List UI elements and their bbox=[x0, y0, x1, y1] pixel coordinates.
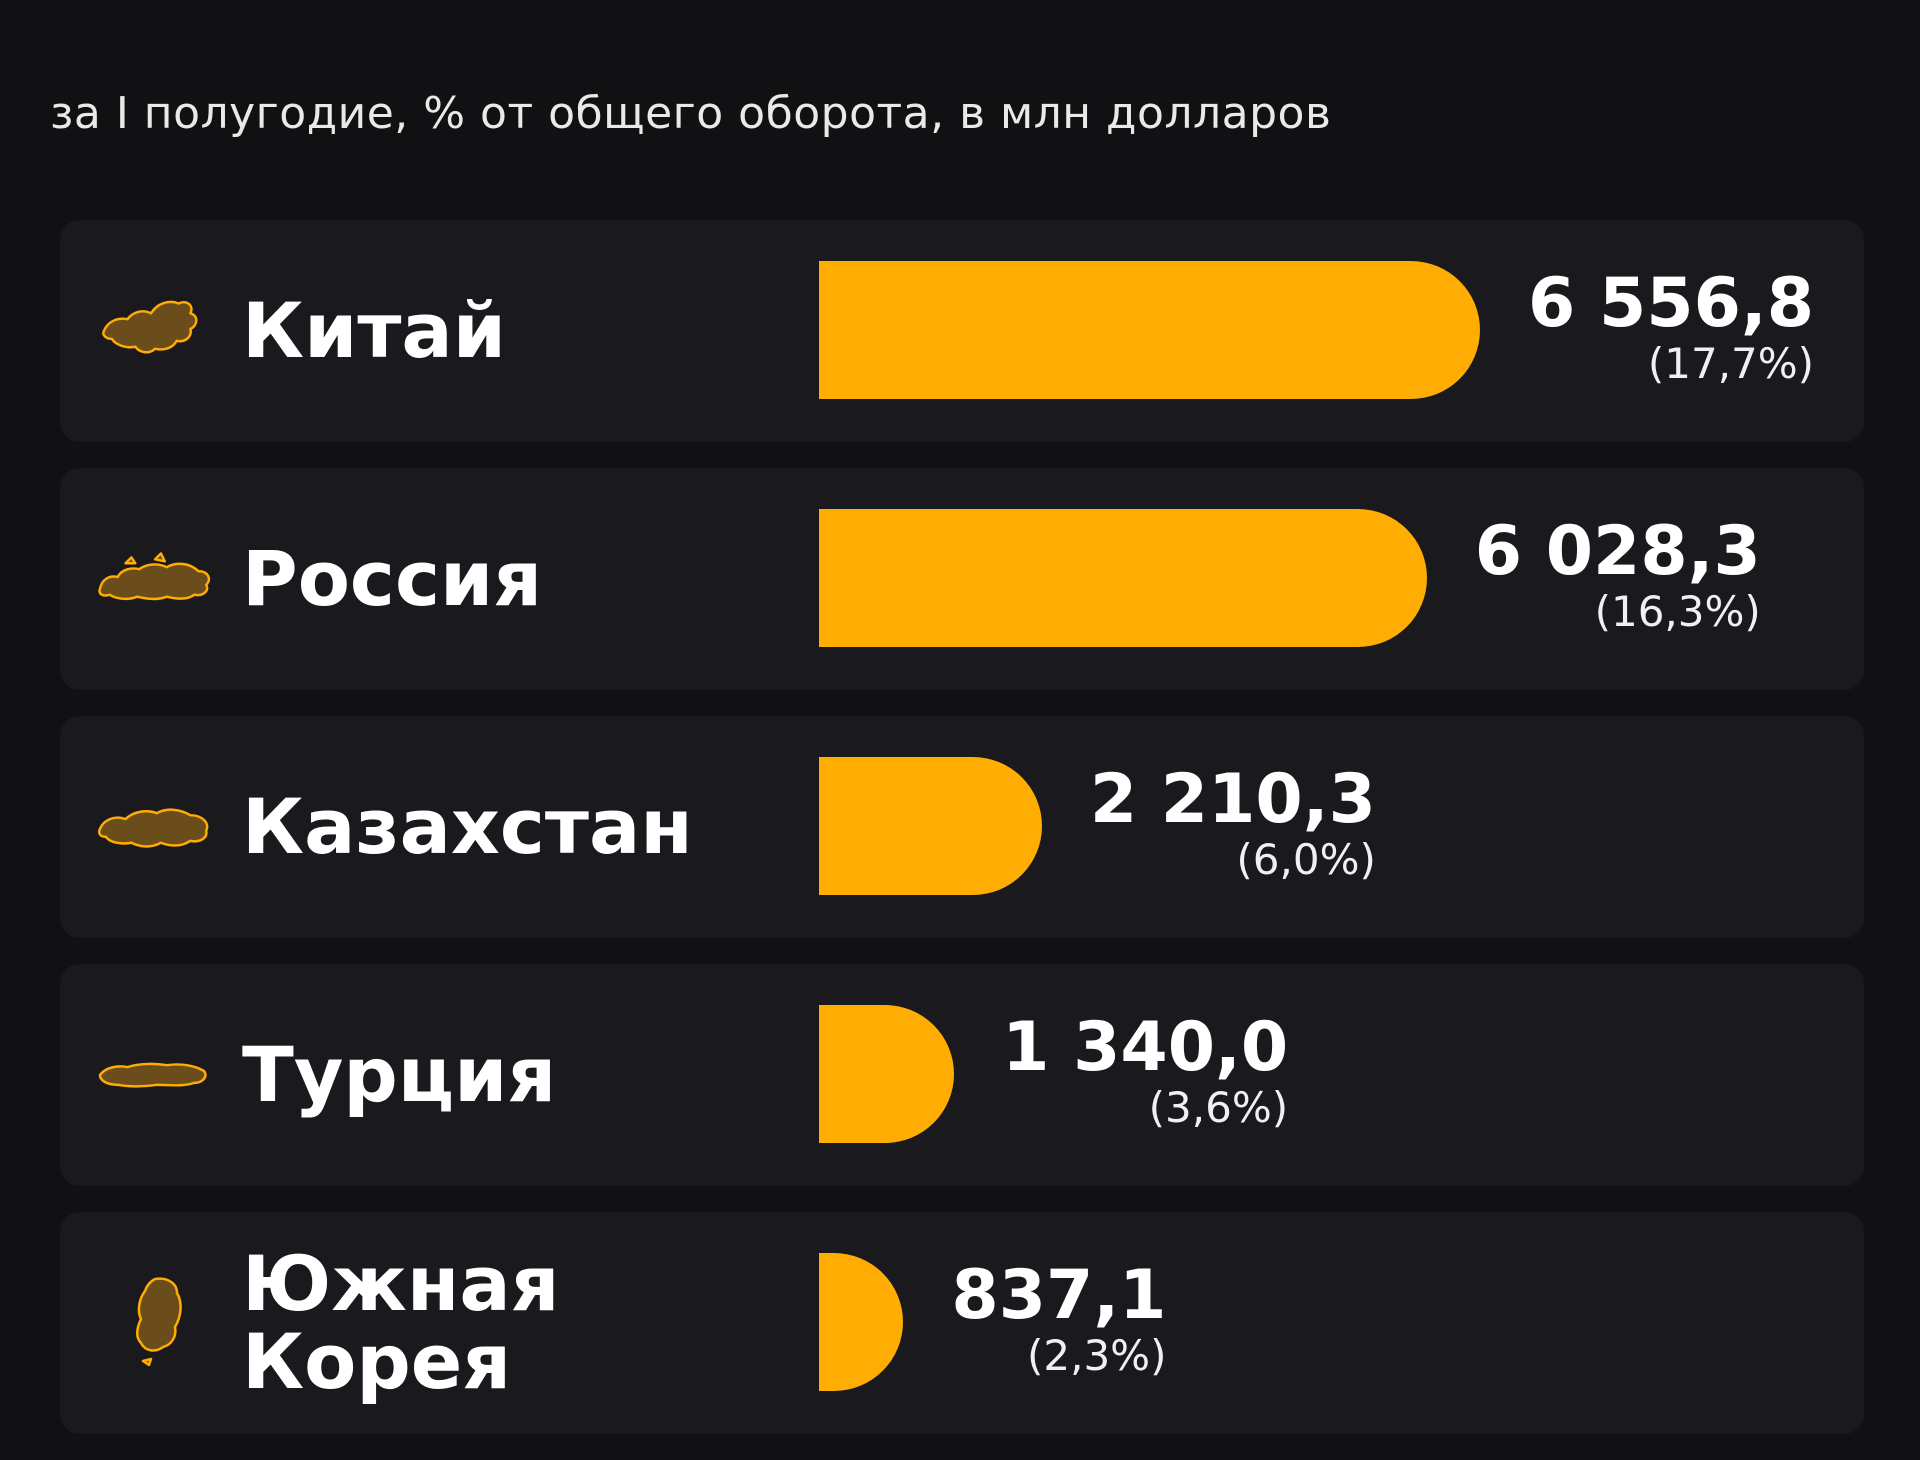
turkey-map-icon bbox=[96, 964, 214, 1186]
data-label: 1 340,0 (3,6%) bbox=[1002, 1012, 1288, 1132]
bar bbox=[819, 261, 1480, 399]
category-label: Турция bbox=[242, 1030, 557, 1119]
value-label: 2 210,3 bbox=[1089, 760, 1376, 839]
bar bbox=[819, 1253, 904, 1391]
category-label: Казахстан bbox=[242, 782, 693, 871]
bar-row: Россия 6 028,3 (16,3%) bbox=[60, 468, 1864, 690]
data-label: 6 028,3 (16,3%) bbox=[1475, 516, 1761, 636]
bar bbox=[819, 757, 1042, 895]
percent-label: (17,7%) bbox=[1647, 339, 1815, 388]
value-label: 837,1 bbox=[951, 1256, 1167, 1335]
south-korea-map-icon bbox=[96, 1212, 214, 1434]
percent-label: (2,3%) bbox=[1026, 1331, 1167, 1380]
kazakhstan-map-icon bbox=[96, 716, 214, 938]
bar bbox=[819, 509, 1427, 647]
data-label: 837,1 (2,3%) bbox=[951, 1260, 1166, 1380]
bar-row: Казахстан 2 210,3 (6,0%) bbox=[60, 716, 1864, 938]
data-label: 6 556,8 (17,7%) bbox=[1528, 268, 1814, 388]
value-label: 6 028,3 bbox=[1474, 512, 1761, 591]
percent-label: (16,3%) bbox=[1594, 587, 1761, 636]
percent-label: (6,0%) bbox=[1236, 835, 1376, 884]
value-label: 6 556,8 bbox=[1528, 264, 1815, 343]
bar bbox=[819, 1005, 955, 1143]
bar-row: Южная Корея 837,1 (2,3%) bbox=[60, 1212, 1864, 1434]
bar-chart: Китай 6 556,8 (17,7%) Россия 6 028,3 (16,3%) К… bbox=[60, 220, 1864, 1460]
china-map-icon bbox=[96, 220, 214, 442]
percent-label: (3,6%) bbox=[1148, 1083, 1289, 1132]
value-label: 1 340,0 bbox=[1002, 1008, 1289, 1087]
category-label: Китай bbox=[242, 286, 506, 375]
chart-subtitle: за I полугодие, % от общего оборота, в м… bbox=[50, 88, 1332, 139]
data-label: 2 210,3 (6,0%) bbox=[1090, 764, 1376, 884]
bar-row: Турция 1 340,0 (3,6%) bbox=[60, 964, 1864, 1186]
category-label: Россия bbox=[242, 534, 543, 623]
category-label: Южная Корея bbox=[242, 1239, 560, 1406]
russia-map-icon bbox=[96, 468, 214, 690]
bar-row: Китай 6 556,8 (17,7%) bbox=[60, 220, 1864, 442]
